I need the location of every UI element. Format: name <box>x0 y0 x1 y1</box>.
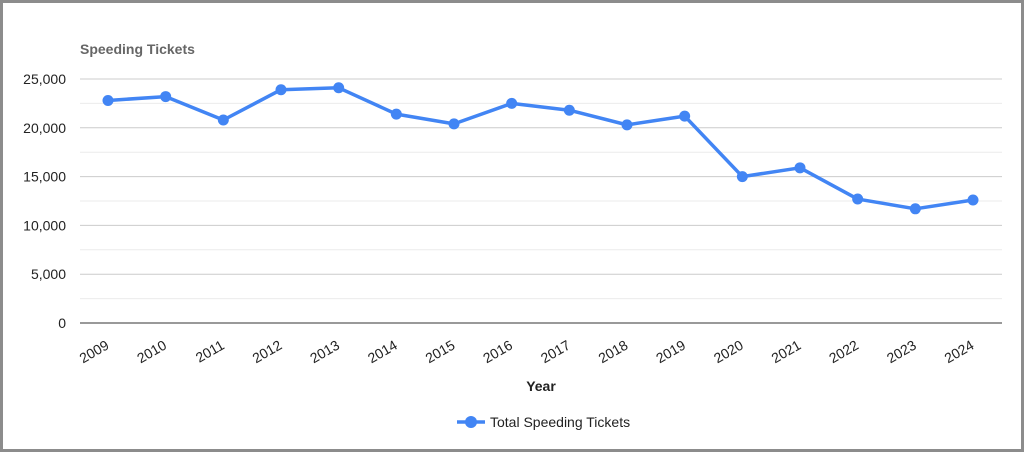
x-tick-label: 2009 <box>77 337 112 367</box>
x-axis-ticks: 2009 2010 2011 2012 2013 2014 2015 2016 2017 2018… <box>77 337 977 367</box>
legend-label: Total Speeding Tickets <box>490 414 630 430</box>
data-point <box>621 119 633 131</box>
y-tick-label: 0 <box>58 315 66 331</box>
data-point <box>333 82 345 94</box>
data-point <box>448 118 460 130</box>
data-point <box>275 84 287 96</box>
x-axis-title: Year <box>526 378 556 394</box>
grid <box>80 78 1002 300</box>
data-points <box>102 82 979 215</box>
x-tick-label: 2011 <box>193 337 227 366</box>
data-point <box>390 108 402 120</box>
data-point <box>736 171 748 183</box>
y-tick-label: 25,000 <box>23 71 66 87</box>
series-line <box>106 86 975 211</box>
x-tick-label: 2021 <box>769 337 804 367</box>
data-point <box>909 203 921 215</box>
data-point <box>563 104 575 116</box>
x-tick-label: 2016 <box>480 337 515 367</box>
x-tick-label: 2015 <box>423 337 458 367</box>
x-tick-label: 2019 <box>653 337 688 367</box>
x-tick-label: 2024 <box>942 337 977 367</box>
data-point <box>217 114 229 126</box>
x-tick-label: 2017 <box>538 337 573 367</box>
legend-swatch-dot <box>465 416 477 428</box>
y-tick-label: 20,000 <box>23 120 66 136</box>
legend: Total Speeding Tickets <box>457 414 630 430</box>
data-point <box>102 94 114 106</box>
x-tick-label: 2012 <box>250 337 285 367</box>
y-tick-label: 5,000 <box>31 266 66 282</box>
y-axis-ticks: 0 5,000 10,000 15,000 20,000 25,000 <box>23 71 66 331</box>
data-point <box>160 91 172 103</box>
x-tick-label: 2023 <box>884 337 919 367</box>
y-tick-label: 15,000 <box>23 169 66 185</box>
data-point <box>967 194 979 206</box>
x-tick-label: 2014 <box>365 337 400 367</box>
x-tick-label: 2018 <box>596 337 631 367</box>
data-point <box>852 193 864 205</box>
chart-title: Speeding Tickets <box>80 41 195 57</box>
data-point <box>794 162 806 174</box>
data-point <box>506 97 518 109</box>
line-chart: Speeding Tickets 0 5,000 10,000 15,000 20,00… <box>23 41 1002 430</box>
y-tick-label: 10,000 <box>23 217 66 233</box>
data-point <box>679 110 691 122</box>
x-tick-label: 2010 <box>134 337 169 367</box>
x-tick-label: 2013 <box>307 337 342 367</box>
x-tick-label: 2020 <box>711 337 746 367</box>
x-tick-label: 2022 <box>826 337 861 367</box>
